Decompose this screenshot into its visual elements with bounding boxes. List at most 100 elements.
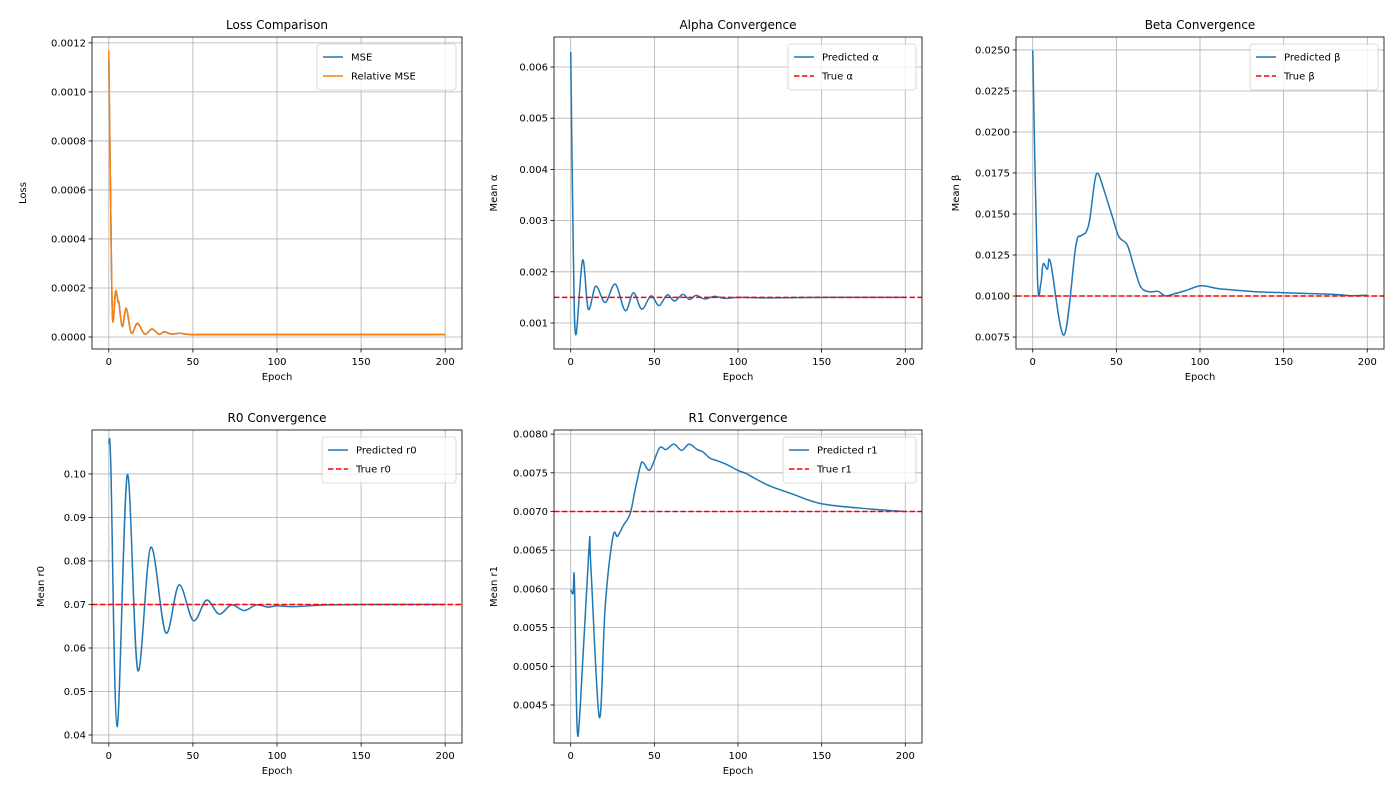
chart-title: R1 Convergence — [689, 411, 788, 425]
series-line-1 — [570, 443, 906, 738]
legend-label: True α — [821, 72, 853, 83]
y-tick-label: 0.0250 — [975, 45, 1010, 56]
legend-box — [782, 436, 917, 484]
legend-label: Predicted β — [1284, 53, 1341, 64]
legend: Predicted β True β — [1249, 43, 1379, 91]
x-tick-label: 100 — [728, 751, 747, 762]
y-tick-label: 0.04 — [64, 730, 86, 741]
x-tick-label: 0 — [106, 357, 112, 368]
legend-label: True β — [1283, 72, 1315, 83]
axes-frame — [1015, 36, 1385, 350]
subplot-2: 0 50 100 150 200 0.001 0.002 0.003 0.004 0.005 0.0… — [489, 18, 923, 383]
y-tick-label: 0.0050 — [513, 662, 548, 673]
x-tick-label: 100 — [267, 751, 286, 762]
chart-title: Beta Convergence — [1145, 18, 1256, 32]
y-tick-label: 0.0060 — [513, 584, 548, 595]
y-axis-label: Loss — [18, 182, 29, 204]
legend-box — [787, 43, 917, 91]
y-tick-label: 0.0065 — [513, 546, 548, 557]
y-tick-label: 0.001 — [519, 318, 548, 329]
subplot-1: 0 50 100 150 200 0.0000 0.0002 0.0004 0.0006 0.00… — [18, 18, 463, 383]
x-tick-label: 200 — [436, 357, 455, 368]
x-tick-label: 50 — [187, 357, 200, 368]
legend-label: True r1 — [816, 465, 852, 476]
x-tick-label: 200 — [1358, 357, 1377, 368]
x-tick-label: 0 — [568, 357, 574, 368]
chart-title: R0 Convergence — [228, 411, 327, 425]
legend: Predicted r1 True r1 — [782, 436, 917, 484]
y-tick-label: 0.0175 — [975, 168, 1010, 179]
y-tick-label: 0.0080 — [513, 430, 548, 441]
axes-frame — [91, 36, 463, 350]
x-tick-label: 100 — [267, 357, 286, 368]
y-tick-label: 0.002 — [519, 267, 548, 278]
y-tick-label: 0.0008 — [51, 136, 86, 147]
x-tick-label: 150 — [352, 357, 371, 368]
x-tick-label: 50 — [1110, 357, 1123, 368]
x-axis-label: Epoch — [723, 372, 754, 383]
x-tick-label: 200 — [896, 357, 915, 368]
y-axis-label: Mean r1 — [489, 566, 500, 607]
x-tick-label: 150 — [812, 751, 831, 762]
x-tick-label: 150 — [1274, 357, 1293, 368]
axes-frame — [91, 429, 463, 744]
y-tick-label: 0.0075 — [975, 333, 1010, 344]
x-tick-label: 200 — [436, 751, 455, 762]
subplot-4: 0 50 100 150 200 0.04 0.05 0.06 0.07 0.08 0.09 0.10… — [36, 411, 463, 777]
x-tick-label: 150 — [352, 751, 371, 762]
y-tick-label: 0.0200 — [975, 127, 1010, 138]
series-group — [1016, 50, 1384, 336]
y-tick-label: 0.0004 — [51, 234, 86, 245]
series-group — [554, 443, 922, 738]
y-tick-label: 0.10 — [64, 469, 86, 480]
x-tick-label: 100 — [1190, 357, 1209, 368]
series-group — [554, 52, 922, 336]
legend-label: True r0 — [355, 465, 391, 476]
y-tick-label: 0.0075 — [513, 468, 548, 479]
x-tick-label: 0 — [568, 751, 574, 762]
y-tick-label: 0.06 — [64, 643, 86, 654]
legend-label: Relative MSE — [351, 72, 416, 83]
y-tick-label: 0.006 — [519, 63, 548, 74]
x-axis-label: Epoch — [723, 766, 754, 777]
legend-label: Predicted r0 — [356, 446, 417, 457]
x-tick-label: 150 — [812, 357, 831, 368]
series-line-1 — [1031, 50, 1368, 336]
series-group — [108, 50, 446, 336]
y-tick-label: 0.0010 — [51, 87, 86, 98]
x-tick-label: 0 — [106, 751, 112, 762]
y-tick-label: 0.08 — [64, 556, 86, 567]
y-axis-label: Mean r0 — [36, 566, 47, 607]
x-tick-label: 50 — [187, 751, 200, 762]
y-tick-label: 0.0070 — [513, 507, 548, 518]
legend-box — [321, 436, 457, 484]
legend-label: Predicted r1 — [817, 446, 878, 457]
legend: Predicted r0 True r0 — [321, 436, 457, 484]
y-tick-label: 0.004 — [519, 165, 548, 176]
x-axis-label: Epoch — [262, 372, 293, 383]
y-tick-label: 0.0100 — [975, 292, 1010, 303]
legend-box — [316, 43, 457, 91]
legend: Predicted α True α — [787, 43, 917, 91]
subplot-5: 0 50 100 150 200 0.0045 0.0050 0.0055 0.0060 0.00… — [489, 411, 923, 777]
y-tick-label: 0.05 — [64, 687, 86, 698]
y-tick-label: 0.07 — [64, 600, 86, 611]
legend-label: MSE — [351, 53, 372, 64]
series-line-2 — [108, 50, 446, 336]
x-tick-label: 50 — [648, 751, 661, 762]
y-tick-label: 0.0012 — [51, 38, 86, 49]
x-axis-label: Epoch — [262, 766, 293, 777]
legend: MSE Relative MSE — [316, 43, 457, 91]
subplot-3: 0 50 100 150 200 0.0075 0.0100 0.0125 0.0150 0.01… — [951, 18, 1385, 383]
y-axis-label: Mean α — [489, 174, 500, 211]
y-tick-label: 0.0055 — [513, 623, 548, 634]
chart-title: Alpha Convergence — [679, 18, 796, 32]
y-tick-label: 0.0125 — [975, 251, 1010, 262]
chart-title: Loss Comparison — [226, 18, 328, 32]
y-tick-label: 0.0045 — [513, 700, 548, 711]
legend-box — [1249, 43, 1379, 91]
y-axis-label: Mean β — [951, 175, 962, 212]
y-tick-label: 0.005 — [519, 114, 548, 125]
series-line-1 — [108, 437, 446, 728]
